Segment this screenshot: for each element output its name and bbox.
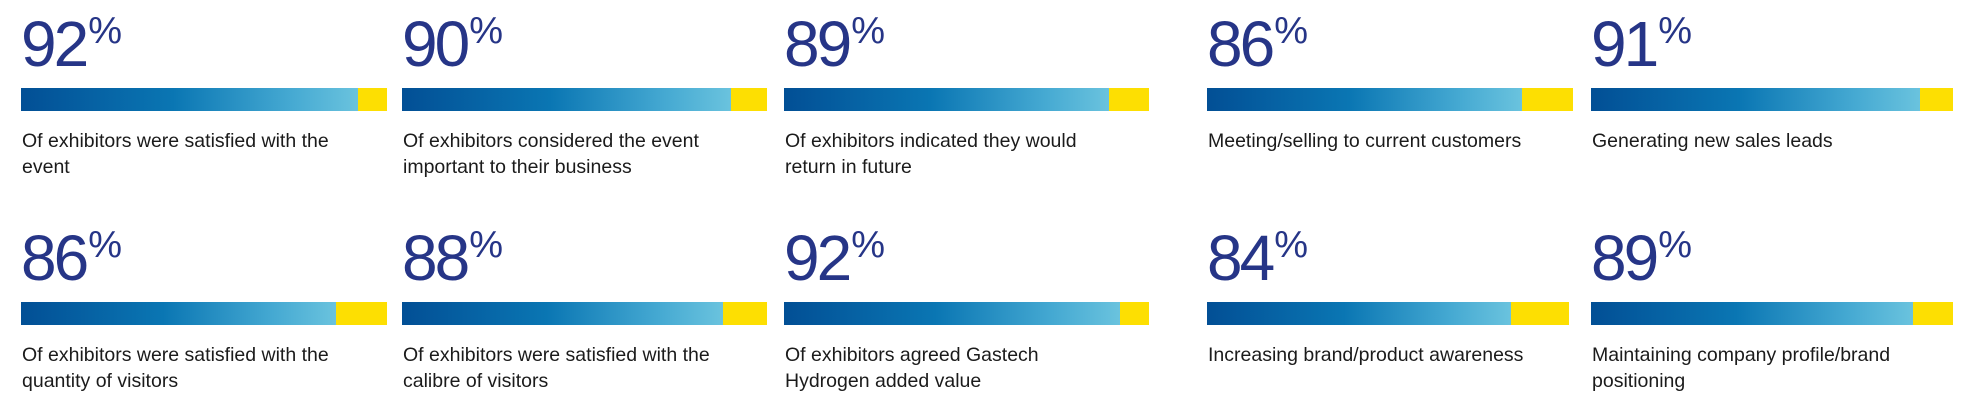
progress-bar-remainder	[1913, 302, 1953, 325]
progress-bar-fill	[21, 88, 358, 111]
stat-label-line: Increasing brand/product awareness	[1208, 344, 1524, 366]
percent-sign: %	[1658, 224, 1692, 266]
progress-bar	[1207, 88, 1573, 111]
stat-label-line: Of exhibitors were satisfied with the	[22, 344, 329, 366]
stat-label-line: Of exhibitors agreed Gastech	[785, 344, 1039, 366]
stat-percentage: 89%	[1591, 224, 1953, 290]
stat-label-line: quantity of visitors	[22, 370, 179, 392]
progress-bar-remainder	[1920, 88, 1953, 111]
stat-value: 89	[1591, 222, 1659, 294]
stat-label: Generating new sales leads	[1592, 128, 1833, 154]
stat-value: 84	[1207, 222, 1275, 294]
stat-percentage: 88%	[402, 224, 767, 290]
stat-label: Of exhibitors were satisfied with the eve…	[22, 128, 329, 180]
stat-value: 86	[21, 222, 89, 294]
stat-label-line: Of exhibitors indicated they would	[785, 130, 1077, 152]
stat-label-line: return in future	[785, 156, 912, 178]
stat-value: 88	[402, 222, 470, 294]
stat-label-line: Of exhibitors considered the event	[403, 130, 699, 152]
stat-card-new-sales-leads: 91% Generating new sales leads	[1591, 10, 1953, 152]
stat-label: Of exhibitors were satisfied with the cal…	[403, 342, 710, 394]
progress-bar-remainder	[1108, 88, 1149, 111]
percent-sign: %	[1274, 10, 1308, 52]
progress-bar	[1207, 302, 1569, 325]
stat-card-visitor-calibre: 88% Of exhibitors were satisfied with th…	[402, 224, 767, 392]
stat-card-current-customers: 86% Meeting/selling to current customers	[1207, 10, 1573, 152]
progress-bar	[784, 88, 1149, 111]
progress-bar-remainder	[1511, 302, 1569, 325]
stat-value: 91	[1591, 8, 1659, 80]
stat-label-line: Hydrogen added value	[785, 370, 982, 392]
progress-bar-remainder	[357, 88, 387, 111]
stat-percentage: 89%	[784, 10, 1149, 76]
stat-label-line: event	[22, 156, 70, 178]
stat-label-line: calibre of visitors	[403, 370, 549, 392]
stat-label: Of exhibitors considered the event import…	[403, 128, 699, 180]
stat-label-line: Generating new sales leads	[1592, 130, 1833, 152]
progress-bar-remainder	[723, 302, 767, 325]
progress-bar-fill	[1591, 302, 1914, 325]
progress-bar-remainder	[730, 88, 767, 111]
stat-card-hydrogen-value: 92% Of exhibitors agreed Gastech Hydrogen…	[784, 224, 1149, 392]
stat-card-company-profile: 89% Maintaining company profile/brand pos…	[1591, 224, 1953, 392]
progress-bar	[1591, 88, 1953, 111]
progress-bar-fill	[1207, 88, 1522, 111]
progress-bar-remainder	[1521, 88, 1573, 111]
progress-bar	[402, 302, 767, 325]
stat-percentage: 86%	[21, 224, 387, 290]
stat-label: Of exhibitors indicated they would return…	[785, 128, 1077, 180]
stat-value: 89	[784, 8, 852, 80]
stat-percentage: 86%	[1207, 10, 1573, 76]
percent-sign: %	[1658, 10, 1692, 52]
percent-sign: %	[851, 224, 885, 266]
stat-label-line: important to their business	[403, 156, 632, 178]
stat-label: Maintaining company profile/brand positio…	[1592, 342, 1890, 394]
stat-label-line: Of exhibitors were satisfied with the	[22, 130, 329, 152]
stat-label: Of exhibitors were satisfied with the qua…	[22, 342, 329, 394]
stat-label-line: Of exhibitors were satisfied with the	[403, 344, 710, 366]
stat-label-line: positioning	[1592, 370, 1686, 392]
progress-bar-fill	[1207, 302, 1512, 325]
stat-percentage: 92%	[21, 10, 387, 76]
percent-sign: %	[88, 224, 122, 266]
stat-label-line: Maintaining company profile/brand	[1592, 344, 1891, 366]
progress-bar	[784, 302, 1149, 325]
progress-bar	[1591, 302, 1953, 325]
progress-bar	[21, 302, 387, 325]
progress-bar-fill	[784, 88, 1109, 111]
stat-value: 90	[402, 8, 470, 80]
stat-value: 92	[784, 222, 852, 294]
progress-bar-remainder	[1119, 302, 1149, 325]
stat-card-event-important: 90% Of exhibitors considered the event im…	[402, 10, 767, 178]
stat-card-brand-awareness: 84% Increasing brand/product awareness	[1207, 224, 1569, 366]
stat-card-satisfied-event: 92% Of exhibitors were satisfied with th…	[21, 10, 387, 178]
percent-sign: %	[469, 10, 503, 52]
stat-percentage: 90%	[402, 10, 767, 76]
stat-label: Of exhibitors agreed Gastech Hydrogen add…	[785, 342, 1039, 394]
stat-percentage: 91%	[1591, 10, 1953, 76]
stat-card-return-future: 89% Of exhibitors indicated they would re…	[784, 10, 1149, 178]
stat-label: Increasing brand/product awareness	[1208, 342, 1523, 368]
progress-bar-fill	[1591, 88, 1921, 111]
percent-sign: %	[1274, 224, 1308, 266]
stat-percentage: 84%	[1207, 224, 1569, 290]
stat-label-line: Meeting/selling to current customers	[1208, 130, 1522, 152]
progress-bar	[21, 88, 387, 111]
stat-card-visitor-quantity: 86% Of exhibitors were satisfied with th…	[21, 224, 387, 392]
stat-value: 86	[1207, 8, 1275, 80]
progress-bar-fill	[784, 302, 1120, 325]
stat-label: Meeting/selling to current customers	[1208, 128, 1521, 154]
progress-bar-fill	[402, 302, 724, 325]
percent-sign: %	[851, 10, 885, 52]
percent-sign: %	[469, 224, 503, 266]
stat-percentage: 92%	[784, 224, 1149, 290]
progress-bar	[402, 88, 767, 111]
stat-value: 92	[21, 8, 89, 80]
progress-bar-fill	[402, 88, 731, 111]
percent-sign: %	[88, 10, 122, 52]
progress-bar-remainder	[335, 302, 387, 325]
progress-bar-fill	[21, 302, 336, 325]
